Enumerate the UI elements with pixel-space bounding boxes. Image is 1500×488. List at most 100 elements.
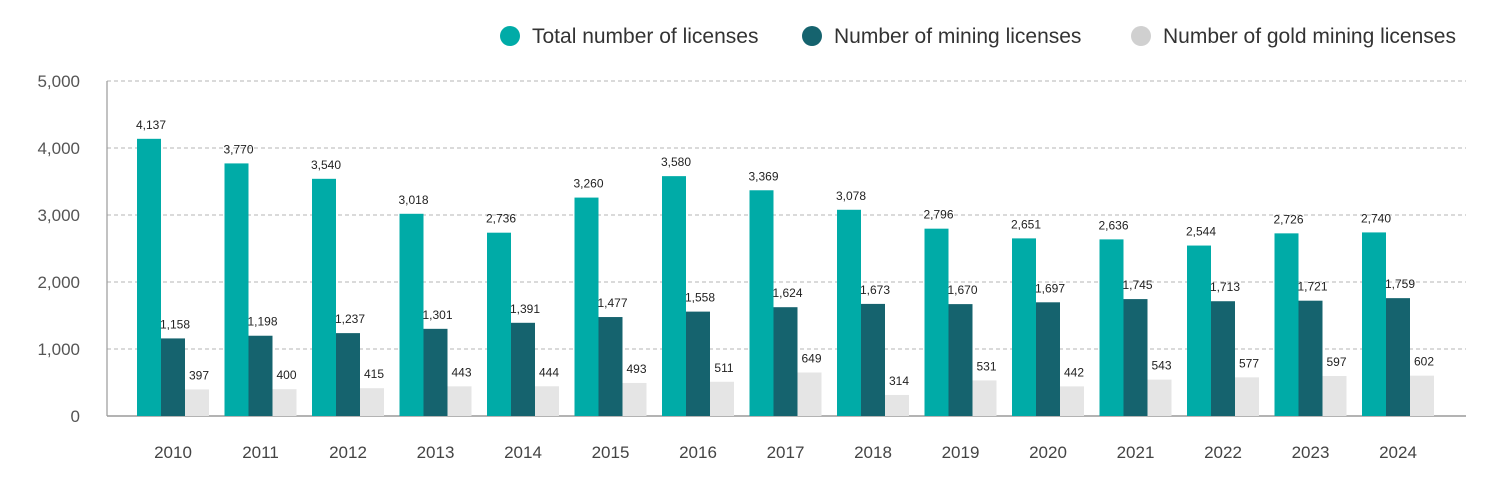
data-label: 442 — [1064, 365, 1084, 379]
y-tick-label: 5,000 — [37, 72, 80, 91]
bar — [137, 138, 161, 417]
bar — [662, 176, 686, 416]
data-label: 400 — [276, 368, 296, 382]
data-label: 1,558 — [685, 291, 715, 305]
data-label: 2,740 — [1361, 211, 1391, 225]
bar — [837, 209, 861, 416]
data-label: 3,580 — [661, 155, 691, 169]
bar — [447, 386, 472, 416]
bar — [948, 304, 973, 416]
data-label: 2,796 — [923, 208, 953, 222]
x-tick-label: 2020 — [1029, 443, 1067, 462]
bar — [1322, 376, 1347, 416]
data-label: 1,673 — [860, 283, 890, 297]
y-tick-label: 4,000 — [37, 139, 80, 158]
data-label: 1,759 — [1385, 277, 1415, 291]
x-tick-label: 2015 — [592, 443, 630, 462]
bar — [360, 388, 384, 416]
bar — [1386, 298, 1410, 416]
bar — [399, 213, 424, 416]
bar — [336, 333, 360, 416]
x-tick-label: 2011 — [242, 443, 279, 462]
bar — [1012, 238, 1036, 416]
bar — [622, 382, 647, 416]
bar — [224, 163, 249, 416]
bar — [161, 338, 185, 416]
data-label: 1,745 — [1122, 278, 1152, 292]
x-tick-label: 2023 — [1292, 443, 1330, 462]
legend-marker — [802, 26, 822, 46]
bar — [1410, 375, 1434, 416]
y-tick-label: 2,000 — [37, 273, 80, 292]
bar — [1099, 239, 1124, 416]
bar — [1274, 233, 1299, 416]
data-label: 3,018 — [398, 193, 428, 207]
data-label: 443 — [451, 365, 471, 379]
x-tick-label: 2018 — [854, 443, 892, 462]
data-label: 649 — [801, 352, 821, 366]
data-label: 3,770 — [223, 142, 253, 156]
bar — [185, 389, 209, 416]
data-label: 597 — [1326, 355, 1346, 369]
x-tick-label: 2010 — [154, 443, 192, 462]
x-tick-label: 2017 — [767, 443, 805, 462]
data-label: 1,158 — [160, 317, 190, 331]
bar — [797, 372, 822, 416]
x-tick-label: 2021 — [1117, 443, 1155, 462]
bar — [686, 311, 710, 416]
data-label: 1,697 — [1035, 281, 1065, 295]
bar — [1060, 386, 1084, 416]
bar — [312, 178, 336, 416]
data-label: 1,198 — [247, 315, 277, 329]
data-label: 3,260 — [573, 177, 603, 191]
bar — [535, 386, 559, 416]
data-label: 3,540 — [311, 158, 341, 172]
legend-label: Number of mining licenses — [834, 25, 1081, 48]
x-tick-label: 2019 — [942, 443, 980, 462]
data-label: 1,713 — [1210, 280, 1240, 294]
y-tick-label: 1,000 — [37, 340, 80, 359]
data-label: 2,544 — [1186, 225, 1216, 239]
bar — [1187, 245, 1211, 416]
data-label: 415 — [364, 367, 384, 381]
data-label: 1,391 — [510, 302, 540, 316]
bar — [710, 381, 734, 416]
x-tick-label: 2012 — [329, 443, 367, 462]
data-label: 4,137 — [136, 118, 166, 132]
data-label: 1,670 — [947, 283, 977, 297]
bar — [1036, 302, 1060, 416]
bar — [1147, 379, 1172, 416]
bar — [749, 190, 774, 416]
bar — [1362, 232, 1386, 416]
bar — [885, 394, 909, 416]
data-label: 1,624 — [772, 286, 802, 300]
legend-marker — [500, 26, 520, 46]
data-label: 397 — [189, 368, 209, 382]
data-label: 511 — [714, 361, 733, 375]
x-tick-label: 2024 — [1379, 443, 1417, 462]
x-tick-label: 2016 — [679, 443, 717, 462]
bar — [773, 307, 798, 416]
data-label: 1,301 — [422, 308, 452, 322]
data-labels: 4,137 1,158 397 3,770 1,198 400 3,540 1,237 415 3… — [136, 118, 1434, 388]
data-label: 602 — [1414, 355, 1434, 369]
data-label: 444 — [539, 365, 559, 379]
x-tick-label: 2014 — [504, 443, 542, 462]
data-label: 2,651 — [1011, 217, 1041, 231]
y-tick-label: 0 — [71, 407, 80, 426]
bar — [972, 380, 997, 416]
legend-marker — [1131, 26, 1151, 46]
data-label: 543 — [1151, 359, 1171, 373]
x-tick-label: 2013 — [417, 443, 455, 462]
bar — [598, 317, 623, 416]
legend-label: Total number of licenses — [532, 25, 758, 48]
bar — [1235, 377, 1259, 416]
data-label: 2,726 — [1273, 212, 1303, 226]
bar — [1123, 299, 1148, 416]
data-label: 1,721 — [1297, 280, 1327, 294]
bar — [861, 303, 885, 416]
data-label: 577 — [1239, 356, 1259, 370]
data-label: 1,477 — [597, 296, 627, 310]
data-label: 2,636 — [1098, 218, 1128, 232]
